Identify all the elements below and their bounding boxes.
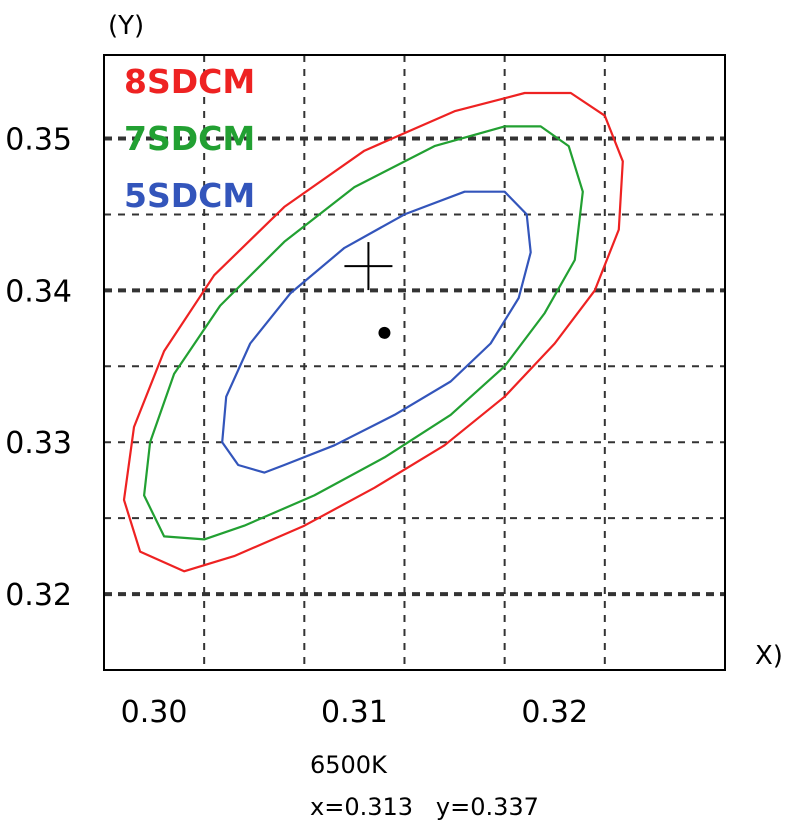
x-tick-label-0: 0.30	[121, 695, 188, 730]
y-tick-label-0: 0.32	[5, 578, 72, 613]
series-7sdcm-line	[143, 125, 584, 541]
series-layer	[122, 91, 624, 573]
series-8sdcm-line	[122, 91, 624, 573]
tick-labels: 0.30 0.31 0.32 0.32 0.33 0.34 0.35	[5, 123, 588, 730]
legend-8sdcm: 8SDCM	[124, 62, 255, 101]
legend-5sdcm: 5SDCM	[124, 176, 255, 215]
y-tick-label-2: 0.34	[5, 274, 72, 309]
x-axis-title: X)	[755, 641, 783, 671]
plot-frame	[103, 54, 726, 671]
series-5sdcm-line	[221, 190, 532, 474]
y-tick-label-3: 0.35	[5, 123, 72, 158]
legend: 8SDCM 7SDCM 5SDCM	[124, 62, 255, 215]
grid-layer	[104, 55, 725, 670]
cct-label: 6500K	[310, 751, 388, 779]
center-point	[378, 326, 391, 339]
coordinates-label: x=0.313 y=0.337	[310, 793, 539, 821]
x-tick-label-2: 0.32	[521, 695, 588, 730]
y-axis-title: (Y)	[108, 11, 144, 41]
y-tick-label-1: 0.33	[5, 426, 72, 461]
legend-7sdcm: 7SDCM	[124, 119, 255, 158]
marker-layer	[344, 242, 393, 339]
x-tick-label-1: 0.31	[321, 695, 388, 730]
